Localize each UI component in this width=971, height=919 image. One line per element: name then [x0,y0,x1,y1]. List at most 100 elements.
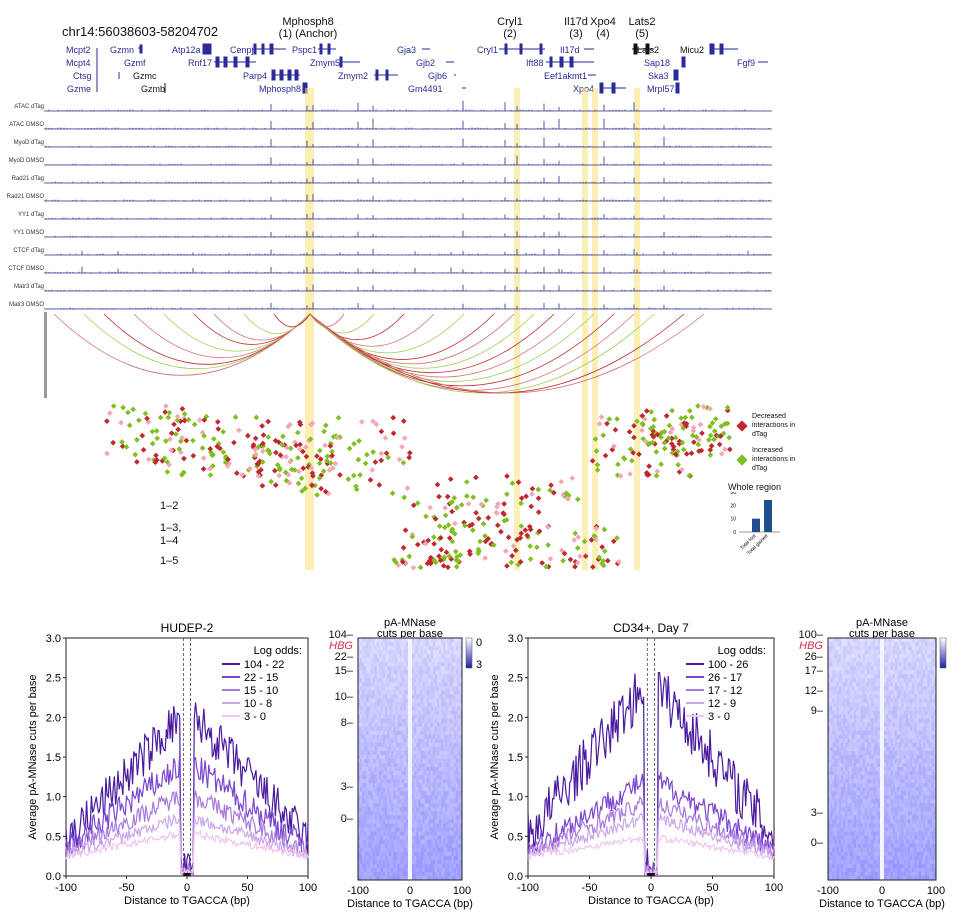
interaction-diamond [682,414,689,421]
interaction-diamond [706,437,712,443]
track-label: Rad21 dTag [11,176,44,182]
interaction-diamond [110,439,116,446]
interaction-diamond [509,553,515,559]
anchor-highlight-4 [592,88,598,570]
x-tick-label: 0 [407,885,413,897]
interaction-diamond [490,542,497,548]
green-diamond-icon [736,454,748,466]
interaction-diamond [293,442,299,449]
track-label: Rad21 DMSO [6,194,44,200]
interaction-diamond [658,434,664,441]
interaction-diamond [145,456,152,463]
interaction-diamond [577,553,583,560]
interaction-diamond [699,430,705,436]
interaction-diamond [298,475,305,482]
whole-region-title: Whole region [728,482,782,492]
track-label: ATAC dTag [14,104,44,110]
interaction-diamond [324,453,331,460]
interaction-diamond [518,500,524,507]
whole-region-bar [764,500,772,532]
interaction-diamond [367,477,374,483]
interaction-diamond [709,420,716,426]
interaction-diamond [504,473,510,479]
interaction-diamond [592,436,599,442]
interaction-diamond [458,502,465,508]
interaction-diamond [332,460,339,467]
interaction-diamond [410,502,417,509]
anchor-name: Lats2 [628,16,656,28]
interaction-diamond [686,472,693,479]
track-labels: ATAC dTag ATAC DMSO MyoD dTag MyoD DMSO … [0,96,46,316]
interaction-diamond [369,467,376,473]
interaction-diamond [563,490,570,496]
interaction-diamond [678,415,684,422]
interaction-diamond [183,437,190,444]
interaction-diamond [639,412,646,419]
interaction-diamond [464,493,470,499]
interaction-arc [309,313,705,394]
interaction-diamond [611,443,617,450]
interaction-diamond [535,486,542,493]
interaction-diamond [601,526,608,533]
gene-label: Gzme [67,84,92,94]
interaction-diamond [669,426,676,432]
heatmap-frame [357,637,463,881]
decreased-legend: Decreased interactions in dTag [736,412,816,446]
interaction-diamond [200,455,207,462]
interaction-diamond [378,450,385,457]
interaction-diamond [644,472,651,478]
interaction-diamond [322,442,328,449]
anchor-sub: (2) [503,28,517,40]
interaction-diamond [483,497,490,504]
gene-label: Mphosph8 [259,84,302,94]
heatmap-cells [358,638,463,881]
heatmap-title: cuts per base [849,628,915,640]
legend-entry: 22 - 15 [244,672,278,684]
anchor-sub: (1) (Anchor) [278,28,338,40]
interaction-diamond [400,418,407,424]
increased-legend: Increased interactions in dTag [736,446,816,480]
interaction-diamond [668,440,675,447]
interaction-diamond [268,478,274,485]
interaction-diamond [206,465,213,472]
interaction-diamond [252,435,259,442]
interaction-diamond [280,433,286,440]
gene-label: Gm4491 [408,84,443,94]
interaction-diamond [545,524,551,530]
interaction-diamond [724,404,731,411]
track-label: YY1 dTag [17,212,44,218]
interaction-diamond [720,430,727,437]
interaction-diamond [125,409,131,416]
gene-label: Gjb6 [428,71,448,81]
heatmap-center-gap [880,638,884,880]
plot-title: CD34+, Day 7 [613,621,689,635]
interaction-diamond [382,435,389,441]
interaction-diamond [475,515,482,522]
interaction-diamond [296,419,303,426]
interaction-diamond [509,480,516,487]
y-tick-label: 3.0 [46,633,61,645]
interaction-diamond [634,418,640,425]
interaction-diamond [645,441,652,448]
coords-label: chr14:56038603-58204702 [62,24,219,39]
interaction-diamond [679,439,686,446]
interaction-diamond [215,426,222,432]
interaction-diamond [602,452,609,459]
log-odds-label: 26– [805,651,824,663]
track-signal [45,212,770,219]
interaction-diamond [154,435,161,442]
x-tick-label: -50 [119,882,135,894]
interaction-diamond [451,520,458,527]
legend-entry: 15 - 10 [244,685,278,697]
interaction-diamond [663,413,670,419]
interaction-diamond [640,435,647,442]
track-label: Matr3 DMSO [8,302,44,308]
track-label: Matr3 dTag [13,284,44,290]
y-tick-label: 0.0 [46,871,61,883]
interaction-diamond [669,407,675,414]
log-odds-label: 17– [805,665,824,677]
interaction-diamond [120,404,126,411]
interaction-diamond [572,530,579,537]
interaction-diamond [599,544,605,550]
